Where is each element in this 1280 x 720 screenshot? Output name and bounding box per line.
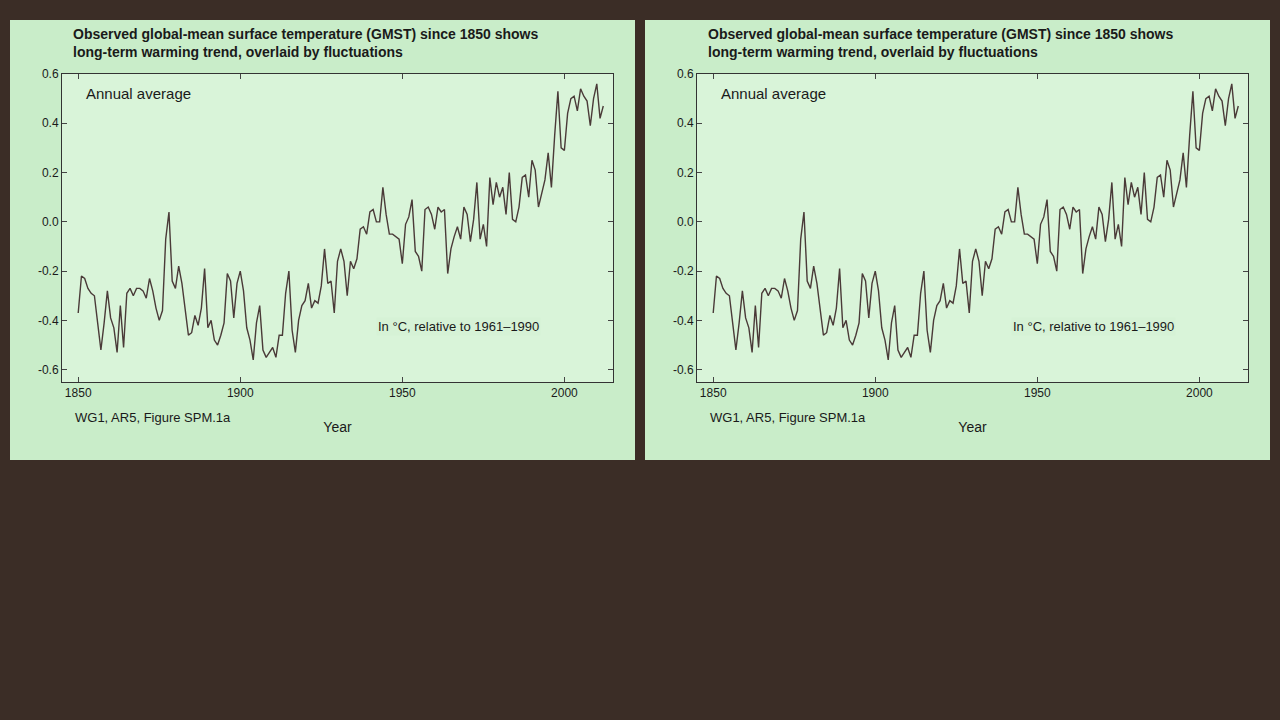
svg-text:0.0: 0.0: [677, 215, 694, 229]
svg-text:-0.6: -0.6: [38, 363, 59, 377]
svg-text:0.2: 0.2: [677, 166, 694, 180]
svg-text:1950: 1950: [389, 386, 416, 400]
svg-text:2000: 2000: [1186, 386, 1213, 400]
svg-text:-0.6: -0.6: [673, 363, 694, 377]
svg-text:1900: 1900: [862, 386, 889, 400]
svg-text:-0.4: -0.4: [38, 314, 59, 328]
svg-text:1850: 1850: [700, 386, 727, 400]
svg-text:Observed global-mean surface t: Observed global-mean surface temperature…: [73, 26, 538, 60]
svg-text:WG1, AR5, Figure SPM.1a: WG1, AR5, Figure SPM.1a: [710, 410, 866, 425]
svg-text:0.6: 0.6: [677, 67, 694, 81]
svg-text:In °C, relative to 1961–1990: In °C, relative to 1961–1990: [1013, 319, 1174, 334]
svg-text:Annual average: Annual average: [86, 85, 191, 102]
svg-text:In °C, relative to 1961–1990: In °C, relative to 1961–1990: [378, 319, 539, 334]
svg-text:0.2: 0.2: [42, 166, 59, 180]
svg-text:Observed global-mean surface t: Observed global-mean surface temperature…: [708, 26, 1173, 60]
svg-text:1900: 1900: [227, 386, 254, 400]
svg-text:0.6: 0.6: [42, 67, 59, 81]
svg-text:1950: 1950: [1024, 386, 1051, 400]
svg-text:Year: Year: [958, 419, 987, 435]
svg-text:-0.2: -0.2: [38, 264, 59, 278]
svg-text:2000: 2000: [551, 386, 578, 400]
svg-text:Year: Year: [323, 419, 352, 435]
svg-text:-0.2: -0.2: [673, 264, 694, 278]
svg-text:1850: 1850: [65, 386, 92, 400]
svg-text:WG1, AR5, Figure SPM.1a: WG1, AR5, Figure SPM.1a: [75, 410, 231, 425]
svg-text:0.4: 0.4: [42, 116, 59, 130]
svg-text:-0.4: -0.4: [673, 314, 694, 328]
svg-text:Annual average: Annual average: [721, 85, 826, 102]
svg-text:0.0: 0.0: [42, 215, 59, 229]
svg-text:0.4: 0.4: [677, 116, 694, 130]
